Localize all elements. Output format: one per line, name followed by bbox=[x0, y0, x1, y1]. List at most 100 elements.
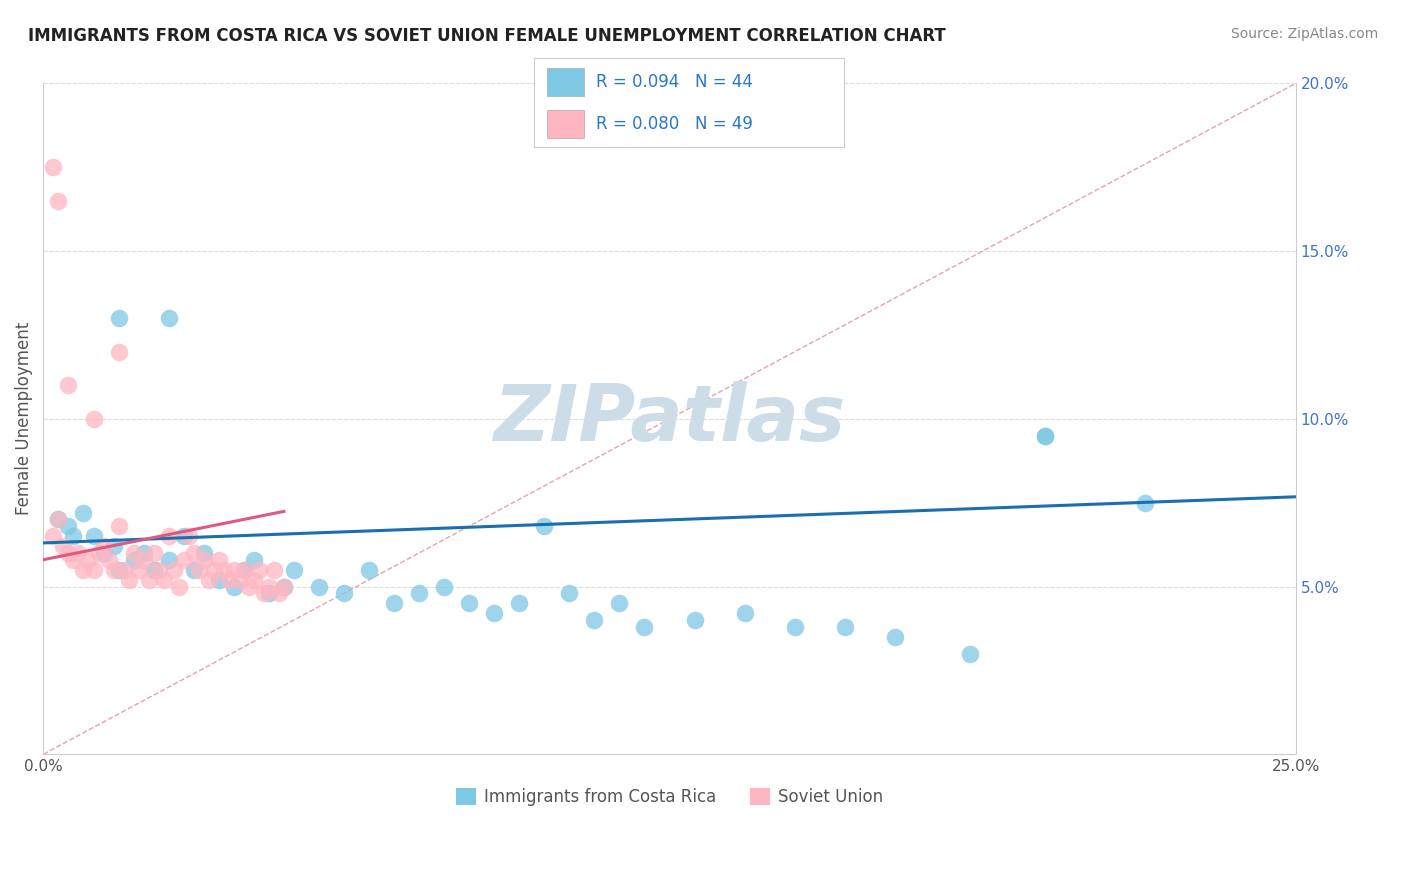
Point bbox=[458, 596, 481, 610]
Point bbox=[267, 586, 290, 600]
Point bbox=[734, 607, 756, 621]
Point bbox=[58, 378, 80, 392]
Point bbox=[482, 607, 505, 621]
Point bbox=[107, 519, 129, 533]
Point bbox=[683, 613, 706, 627]
Text: R = 0.094   N = 44: R = 0.094 N = 44 bbox=[596, 73, 754, 91]
Point bbox=[157, 529, 180, 543]
Point bbox=[183, 563, 205, 577]
Point bbox=[333, 586, 356, 600]
Point bbox=[87, 546, 110, 560]
Point bbox=[183, 546, 205, 560]
Point bbox=[357, 563, 380, 577]
Point bbox=[218, 573, 240, 587]
Point bbox=[228, 573, 250, 587]
Point bbox=[242, 573, 264, 587]
Point bbox=[609, 596, 631, 610]
Point bbox=[633, 620, 655, 634]
Point bbox=[93, 546, 115, 560]
Point bbox=[58, 546, 80, 560]
Point bbox=[177, 529, 200, 543]
Text: IMMIGRANTS FROM COSTA RICA VS SOVIET UNION FEMALE UNEMPLOYMENT CORRELATION CHART: IMMIGRANTS FROM COSTA RICA VS SOVIET UNI… bbox=[28, 27, 946, 45]
Point bbox=[1033, 428, 1056, 442]
Text: Source: ZipAtlas.com: Source: ZipAtlas.com bbox=[1230, 27, 1378, 41]
Point bbox=[583, 613, 606, 627]
Point bbox=[208, 573, 231, 587]
Point bbox=[232, 563, 254, 577]
Point bbox=[152, 573, 174, 587]
Point bbox=[122, 546, 145, 560]
Point bbox=[58, 519, 80, 533]
Point bbox=[77, 552, 100, 566]
Point bbox=[142, 546, 165, 560]
Point bbox=[48, 512, 70, 526]
Point bbox=[72, 563, 94, 577]
Point bbox=[132, 552, 155, 566]
Point bbox=[783, 620, 806, 634]
Point bbox=[1135, 496, 1157, 510]
Legend: Immigrants from Costa Rica, Soviet Union: Immigrants from Costa Rica, Soviet Union bbox=[449, 781, 890, 813]
Point bbox=[67, 546, 90, 560]
Point bbox=[103, 539, 125, 553]
Point bbox=[48, 194, 70, 208]
Point bbox=[72, 506, 94, 520]
Point bbox=[132, 546, 155, 560]
Point bbox=[197, 573, 219, 587]
Point bbox=[138, 573, 160, 587]
Point bbox=[253, 586, 276, 600]
FancyBboxPatch shape bbox=[547, 68, 583, 96]
Point bbox=[208, 552, 231, 566]
Point bbox=[173, 552, 195, 566]
Point bbox=[558, 586, 581, 600]
Point bbox=[308, 580, 330, 594]
Point bbox=[408, 586, 430, 600]
Point bbox=[62, 529, 84, 543]
Point bbox=[1033, 428, 1056, 442]
Point bbox=[117, 573, 139, 587]
Point bbox=[122, 552, 145, 566]
Point bbox=[112, 563, 135, 577]
Point bbox=[62, 552, 84, 566]
Point bbox=[273, 580, 295, 594]
Point bbox=[508, 596, 530, 610]
Point bbox=[167, 580, 190, 594]
Point bbox=[107, 563, 129, 577]
Point bbox=[128, 563, 150, 577]
Point bbox=[212, 563, 235, 577]
Point bbox=[107, 344, 129, 359]
Point bbox=[273, 580, 295, 594]
Point bbox=[52, 539, 75, 553]
Point bbox=[257, 586, 280, 600]
Point bbox=[97, 552, 120, 566]
Point bbox=[283, 563, 305, 577]
Point bbox=[242, 552, 264, 566]
Point bbox=[247, 563, 270, 577]
Point bbox=[959, 647, 981, 661]
Text: R = 0.080   N = 49: R = 0.080 N = 49 bbox=[596, 115, 754, 133]
Y-axis label: Female Unemployment: Female Unemployment bbox=[15, 322, 32, 516]
Point bbox=[107, 311, 129, 326]
Point bbox=[533, 519, 555, 533]
Point bbox=[222, 563, 245, 577]
Point bbox=[103, 563, 125, 577]
Point bbox=[202, 563, 225, 577]
Point bbox=[232, 563, 254, 577]
Text: ZIPatlas: ZIPatlas bbox=[494, 381, 845, 457]
Point bbox=[157, 552, 180, 566]
Point bbox=[433, 580, 456, 594]
Point bbox=[193, 546, 215, 560]
Point bbox=[83, 412, 105, 426]
Point bbox=[173, 529, 195, 543]
Point bbox=[83, 563, 105, 577]
FancyBboxPatch shape bbox=[547, 110, 583, 138]
Point bbox=[238, 580, 260, 594]
Point bbox=[142, 563, 165, 577]
Point bbox=[163, 563, 186, 577]
Point bbox=[883, 630, 905, 644]
Point bbox=[834, 620, 856, 634]
Point bbox=[263, 563, 285, 577]
Point bbox=[42, 529, 65, 543]
Point bbox=[193, 552, 215, 566]
Point bbox=[382, 596, 405, 610]
Point bbox=[148, 563, 170, 577]
